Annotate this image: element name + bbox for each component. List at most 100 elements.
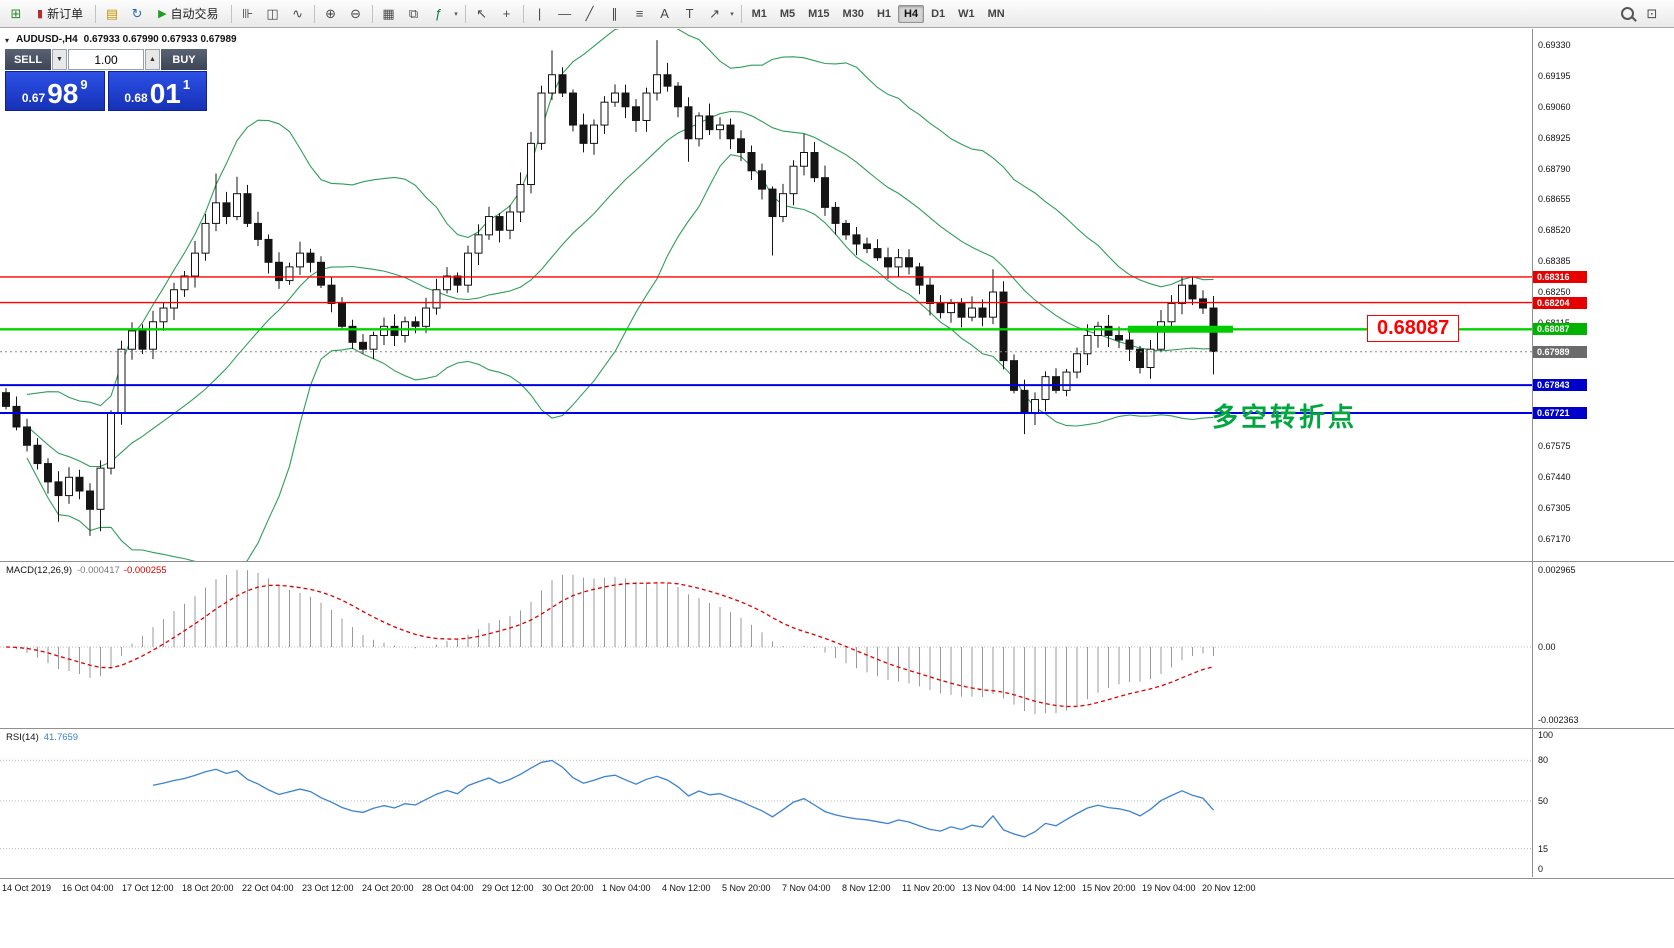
price-axis-tick: 0.67170: [1538, 534, 1571, 544]
new-order-button[interactable]: ▮新订单: [29, 3, 91, 25]
search-icon[interactable]: [1621, 7, 1634, 20]
sell-button[interactable]: SELL: [5, 49, 51, 70]
time-axis-label: 8 Nov 12:00: [842, 883, 891, 893]
rsi-name: RSI(14): [6, 732, 39, 743]
sell-price-big: 98: [47, 80, 78, 108]
macd-axis[interactable]: 0.002965 0.00 -0.002363: [1532, 562, 1674, 729]
tile-windows-icon[interactable]: ▦: [377, 3, 401, 25]
indicators-icon[interactable]: ƒ: [427, 3, 451, 25]
macd-axis-tick: 0.00: [1538, 642, 1556, 652]
objects-dropdown-caret[interactable]: ▾: [728, 10, 737, 18]
macd-indicator-label: MACD(12,26,9) -0.000417 -0.000255: [6, 565, 167, 576]
time-axis-label: 18 Oct 20:00: [182, 883, 234, 893]
cascade-windows-icon[interactable]: ⧉: [402, 3, 426, 25]
timeframe-m30-button[interactable]: M30: [837, 5, 870, 23]
buy-button[interactable]: BUY: [161, 49, 207, 70]
text-icon[interactable]: A: [653, 3, 677, 25]
price-axis[interactable]: 0.693300.691950.690600.689250.687900.686…: [1532, 29, 1674, 562]
channel-icon[interactable]: ∥: [603, 3, 627, 25]
sell-price-pip: 9: [80, 77, 87, 92]
autotrading-button[interactable]: ▶ 自动交易: [150, 3, 226, 25]
price-level-label-box[interactable]: 0.68087: [1367, 315, 1459, 342]
volume-input[interactable]: [68, 49, 144, 70]
toolbar-separator: [372, 5, 373, 23]
profiles-icon[interactable]: ▤: [100, 3, 124, 25]
bar-chart-icon[interactable]: ⊪: [236, 3, 260, 25]
autotrading-icon: ▶: [158, 7, 166, 20]
time-axis-label: 7 Nov 04:00: [782, 883, 831, 893]
time-axis-label: 22 Oct 04:00: [242, 883, 294, 893]
autotrading-button-label: 自动交易: [171, 5, 219, 22]
refresh-icon[interactable]: ↻: [125, 3, 149, 25]
toolbar-separator: [741, 5, 742, 23]
toolbar-right-group: ⊡: [1621, 3, 1670, 25]
indicators-dropdown-caret[interactable]: ▾: [452, 10, 461, 18]
toolbar-separator: [231, 5, 232, 23]
price-axis-tick: 0.68520: [1538, 225, 1571, 235]
main-toolbar: ⊞▮新订单▤↻▶自动交易⊪◫∿⊕⊖▦⧉ƒ▾↖+|—╱∥≡AT↗▾M1M5M15M…: [0, 0, 1674, 28]
data-window-icon[interactable]: ⊡: [1640, 3, 1664, 25]
trendline-icon[interactable]: ╱: [578, 3, 602, 25]
price-axis-badge: 0.68204: [1533, 297, 1587, 309]
label-icon[interactable]: T: [678, 3, 702, 25]
volume-increase-button[interactable]: ▲: [145, 49, 160, 70]
macd-signal-value: -0.000255: [124, 565, 167, 576]
timeframe-m1-button[interactable]: M1: [746, 5, 773, 23]
timeframe-d1-button[interactable]: D1: [925, 5, 951, 23]
timeframe-m5-button[interactable]: M5: [774, 5, 801, 23]
zoom-out-icon[interactable]: ⊖: [344, 3, 368, 25]
macd-axis-tick: -0.002363: [1538, 715, 1579, 725]
rsi-chart-canvas[interactable]: [0, 729, 1532, 877]
timeframe-mn-button[interactable]: MN: [982, 5, 1011, 23]
new-order-button-label: 新订单: [47, 5, 83, 22]
volume-decrease-button[interactable]: ▼: [52, 49, 67, 70]
time-axis-label: 14 Nov 12:00: [1022, 883, 1076, 893]
price-axis-tick: 0.69330: [1538, 40, 1571, 50]
time-axis-label: 16 Oct 04:00: [62, 883, 114, 893]
price-axis-tick: 0.68250: [1538, 287, 1571, 297]
cursor-icon[interactable]: ↖: [470, 3, 494, 25]
toolbar-separator: [95, 5, 96, 23]
buy-price-button[interactable]: 0.68 01 1: [108, 71, 208, 111]
time-axis[interactable]: 14 Oct 201916 Oct 04:0017 Oct 12:0018 Oc…: [0, 878, 1674, 948]
time-axis-label: 19 Nov 04:00: [1142, 883, 1196, 893]
macd-main-value: -0.000417: [77, 565, 120, 576]
zoom-in-icon[interactable]: ⊕: [319, 3, 343, 25]
arrows-icon[interactable]: ↗: [703, 3, 727, 25]
time-axis-label: 15 Nov 20:00: [1082, 883, 1136, 893]
horizontal-line-icon[interactable]: —: [553, 3, 577, 25]
new-chart-icon[interactable]: ⊞: [4, 3, 28, 25]
timeframe-w1-button[interactable]: W1: [952, 5, 981, 23]
symbol-title: AUDUSD-,H4: [16, 34, 78, 45]
crosshair-icon[interactable]: +: [495, 3, 519, 25]
one-click-collapse-icon[interactable]: ▾: [5, 36, 9, 45]
macd-name: MACD(12,26,9): [6, 565, 72, 576]
price-axis-tick: 0.68655: [1538, 194, 1571, 204]
rsi-axis[interactable]: 1008050150: [1532, 729, 1674, 877]
macd-chart-canvas[interactable]: [0, 562, 1532, 728]
candlestick-chart-icon[interactable]: ◫: [261, 3, 285, 25]
time-axis-label: 13 Nov 04:00: [962, 883, 1016, 893]
toolbar-separator: [523, 5, 524, 23]
rsi-indicator-label: RSI(14) 41.7659: [6, 732, 78, 743]
timeframe-h1-button[interactable]: H1: [871, 5, 897, 23]
vertical-line-icon[interactable]: |: [528, 3, 552, 25]
timeframe-h4-button[interactable]: H4: [898, 5, 924, 23]
rsi-value: 41.7659: [44, 732, 78, 743]
rsi-panel[interactable]: RSI(14) 41.7659: [0, 729, 1532, 877]
annotation-text[interactable]: 多空转折点: [1212, 397, 1357, 434]
line-chart-icon[interactable]: ∿: [286, 3, 310, 25]
price-panel[interactable]: ▾ AUDUSD-,H40.67933 0.67990 0.67933 0.67…: [0, 29, 1532, 562]
rsi-axis-tick: 80: [1538, 755, 1548, 765]
price-axis-badge: 0.67989: [1533, 346, 1587, 358]
macd-panel[interactable]: MACD(12,26,9) -0.000417 -0.000255: [0, 562, 1532, 729]
rsi-axis-tick: 50: [1538, 796, 1548, 806]
time-axis-label: 29 Oct 12:00: [482, 883, 534, 893]
sell-price-button[interactable]: 0.67 98 9: [5, 71, 105, 111]
price-chart-canvas[interactable]: [0, 29, 1532, 561]
price-axis-tick: 0.69195: [1538, 71, 1571, 81]
timeframe-m15-button[interactable]: M15: [802, 5, 835, 23]
fibonacci-icon[interactable]: ≡: [628, 3, 652, 25]
macd-axis-tick: 0.002965: [1538, 565, 1576, 575]
time-axis-label: 11 Nov 20:00: [902, 883, 955, 893]
